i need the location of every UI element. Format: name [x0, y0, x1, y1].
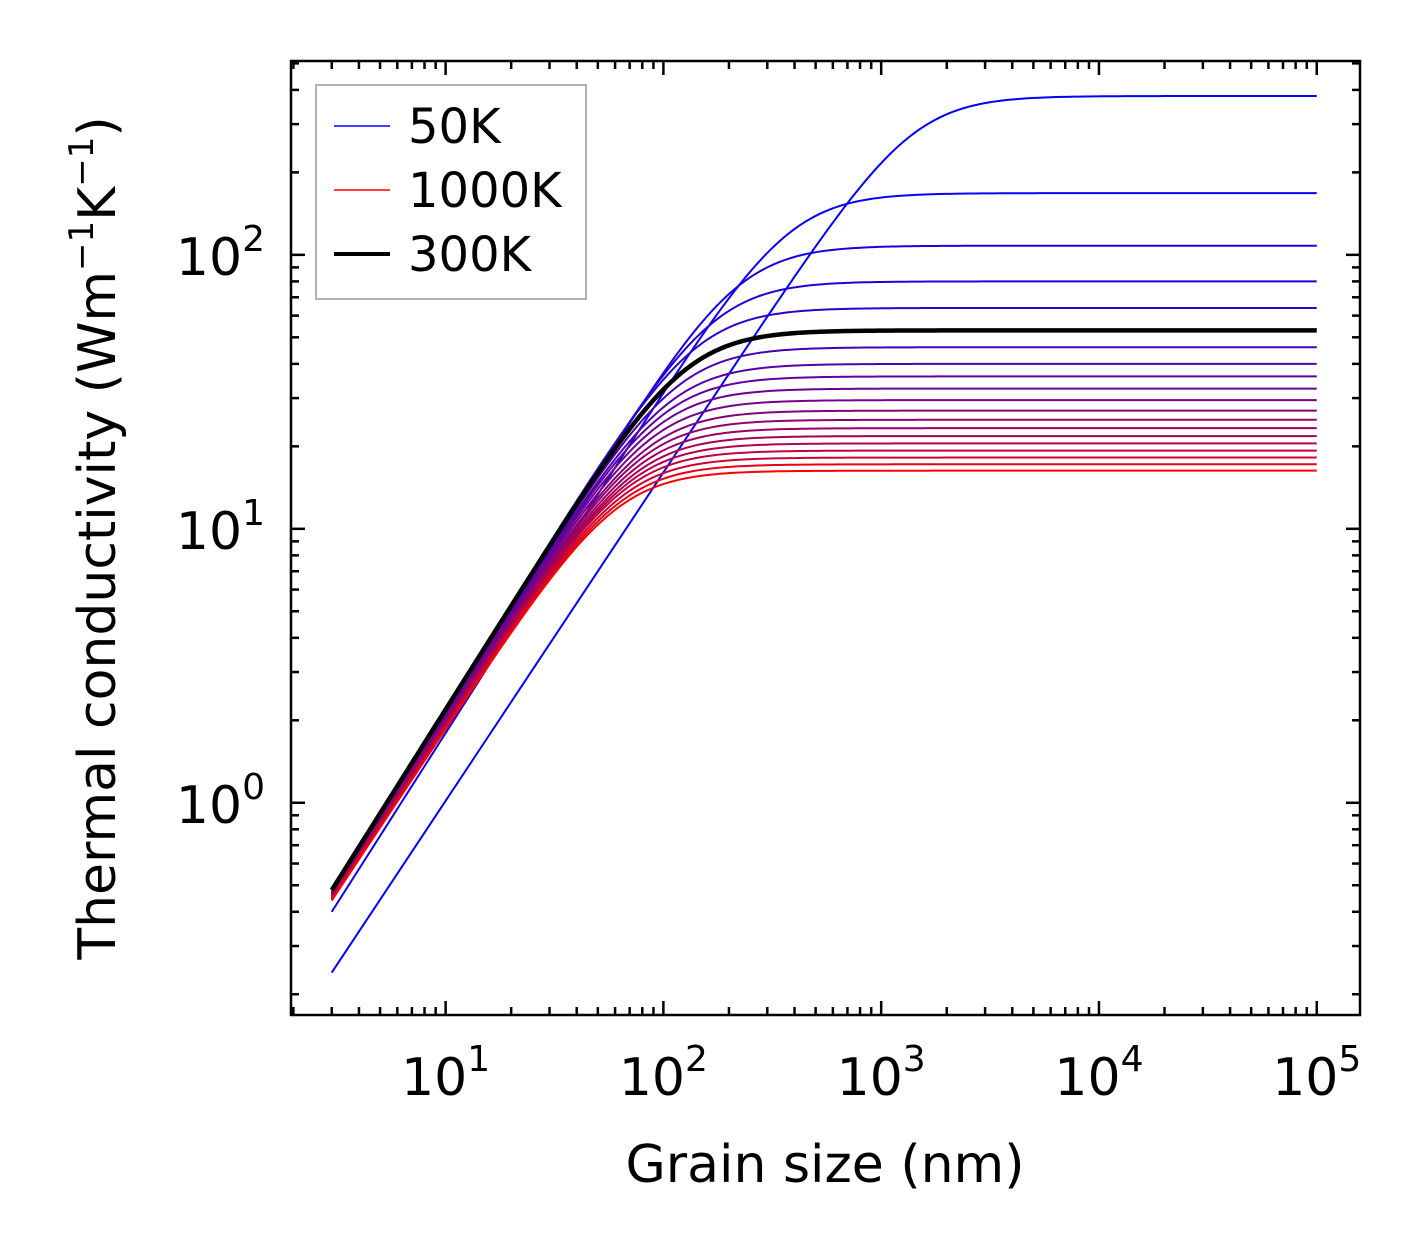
series-line-1000K: [330, 469, 1317, 902]
x-axis-label: Grain size (nm): [625, 1135, 1024, 1195]
legend-label: 50K: [408, 99, 502, 155]
series-line-650K: [330, 418, 1317, 897]
series-line-500K: [330, 387, 1317, 895]
plot-frame: [289, 59, 1362, 1017]
y-axis-label-exp1: −1: [62, 221, 102, 271]
series-line-450K: [330, 375, 1317, 894]
series-line-950K: [330, 463, 1317, 901]
series-line-550K: [330, 399, 1317, 896]
series-line-100K: [330, 192, 1317, 913]
y-tick-label: 100: [176, 767, 265, 836]
x-tick-label: 105: [1272, 1039, 1361, 1108]
y-axis-label-unit: K: [68, 185, 128, 221]
y-axis-label-suffix: ): [68, 116, 128, 136]
y-axis-label-prefix: Thermal conductivity (Wm: [68, 271, 128, 961]
series-layer: [329, 95, 1317, 974]
series-line-150K: [330, 244, 1317, 901]
series-line-250K: [330, 306, 1317, 894]
y-axis-label-exp2: −1: [62, 137, 102, 187]
series-line-300K: [329, 328, 1317, 892]
y-axis-label: Thermal conductivity (Wm−1K−1): [62, 116, 128, 960]
x-tick-label: 102: [619, 1039, 708, 1108]
legend-label: 300K: [408, 227, 533, 283]
x-tick-label: 103: [837, 1039, 926, 1108]
tick-label-layer: 101 102 103 104 105 100 101 102: [176, 219, 1361, 1108]
legend-entries: 50K 1000K 300K: [334, 99, 563, 283]
series-line-200K: [330, 280, 1317, 896]
legend-label: 1000K: [408, 163, 563, 219]
legend-frame: [315, 84, 587, 300]
x-tick-label: 101: [401, 1039, 490, 1108]
series-line-50K: [330, 95, 1317, 974]
x-tick-label: 104: [1054, 1039, 1143, 1108]
y-tick-label: 101: [176, 493, 265, 562]
y-tick-label: 102: [176, 219, 265, 288]
legend: 50K 1000K 300K: [315, 84, 587, 300]
series-line-850K: [330, 449, 1317, 900]
tick-layer: [291, 61, 1360, 1015]
